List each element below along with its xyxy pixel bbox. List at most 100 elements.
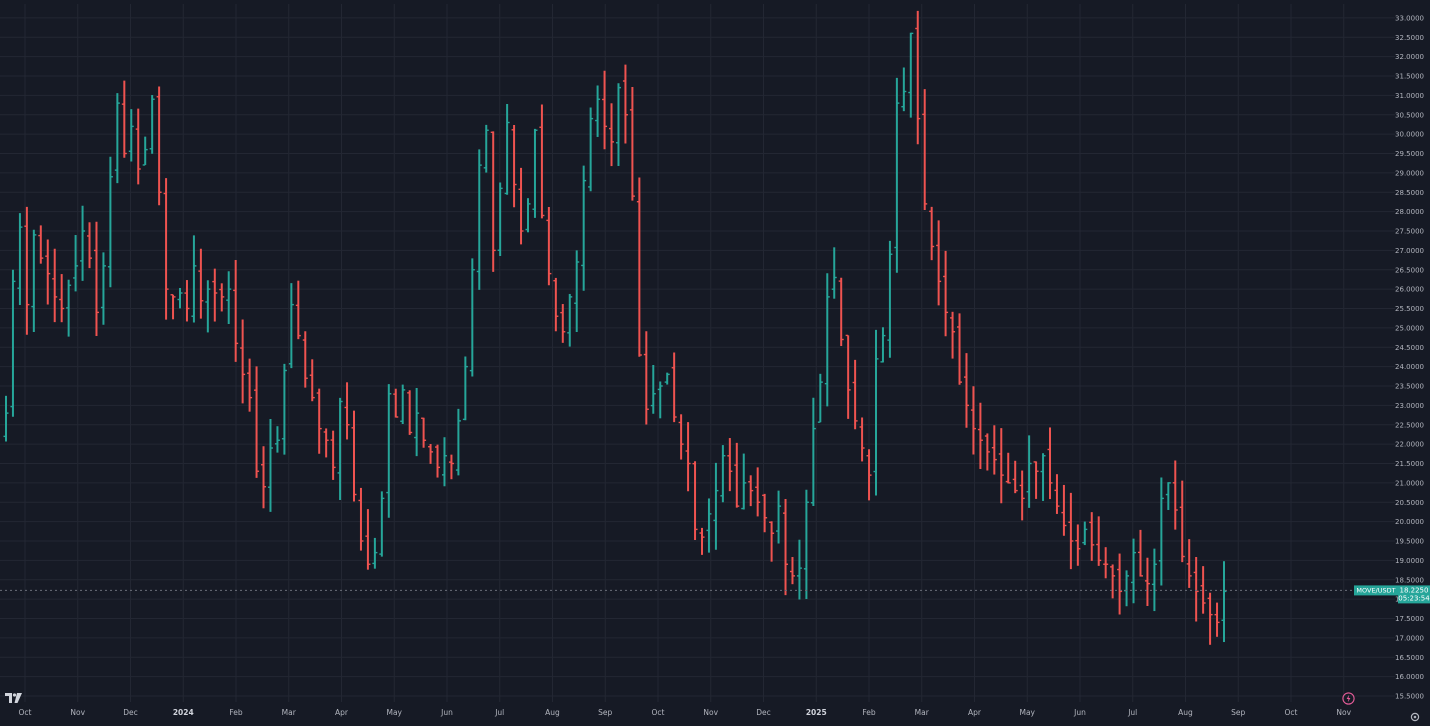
ohlc-bar <box>17 213 23 305</box>
ohlc-bar <box>107 156 113 288</box>
ohlc-bar <box>629 87 635 201</box>
ohlc-bar <box>755 467 761 517</box>
ohlc-bar <box>539 104 545 219</box>
gear-icon[interactable] <box>1410 707 1420 726</box>
price-axis[interactable]: 15.500016.000016.500017.000017.500018.00… <box>1395 14 1424 700</box>
ohlc-bar <box>38 225 44 264</box>
y-tick-label: 31.5000 <box>1395 73 1424 81</box>
ohlc-bar <box>66 279 72 337</box>
ohlc-bar <box>469 258 475 377</box>
x-tick-label: Nov <box>703 708 718 717</box>
y-tick-label: 16.0000 <box>1395 673 1424 681</box>
y-tick-label: 19.0000 <box>1395 557 1424 565</box>
ohlc-bar <box>128 109 134 162</box>
ohlc-bar <box>59 274 65 323</box>
y-tick-label: 29.0000 <box>1395 169 1424 177</box>
ohlc-bar <box>532 128 538 218</box>
ohlc-bar <box>602 70 608 150</box>
x-tick-label: Sep <box>598 708 612 717</box>
x-tick-label: Dec <box>123 708 138 717</box>
ohlc-bar <box>581 165 587 291</box>
y-tick-label: 20.0000 <box>1395 518 1424 526</box>
ohlc-bar <box>226 271 232 325</box>
ohlc-bar <box>1089 512 1095 561</box>
ohlc-bar <box>254 366 260 478</box>
countdown-label: 05:23:54 <box>1398 595 1430 603</box>
ohlc-bar <box>1068 492 1074 570</box>
tradingview-logo[interactable] <box>5 688 23 707</box>
ohlc-bar <box>664 372 670 385</box>
ohlc-bar <box>622 64 628 144</box>
ohlc-bar <box>678 414 684 460</box>
y-tick-label: 31.0000 <box>1395 92 1424 100</box>
ohlc-bar <box>998 428 1004 504</box>
ohlc-bar <box>365 509 371 570</box>
symbol-tag-bg <box>1354 585 1398 596</box>
y-tick-label: 25.0000 <box>1395 324 1424 332</box>
symbol-tag-label: MOVE/USDT <box>1356 587 1395 595</box>
x-tick-label: Sep <box>1231 708 1245 717</box>
x-tick-label: May <box>386 708 402 717</box>
bolt-icon[interactable] <box>1342 690 1355 709</box>
ohlc-bar <box>219 283 225 312</box>
x-tick-label: Mar <box>915 708 930 717</box>
ohlc-bar <box>796 539 802 600</box>
ohlc-bar <box>1165 482 1171 510</box>
y-tick-label: 29.5000 <box>1395 150 1424 158</box>
ohlc-bar <box>156 86 162 206</box>
ohlc-bar <box>803 489 809 599</box>
y-tick-label: 22.0000 <box>1395 441 1424 449</box>
x-tick-label: Feb <box>862 708 876 717</box>
ohlc-bar <box>87 222 93 269</box>
x-tick-label: Mar <box>282 708 297 717</box>
ohlc-bar <box>323 428 329 458</box>
ohlc-bar <box>810 397 816 507</box>
ohlc-bar <box>838 277 844 346</box>
y-tick-label: 30.5000 <box>1395 111 1424 119</box>
ohlc-bar <box>121 80 127 158</box>
ohlc-bar <box>720 445 726 503</box>
ohlc-bar <box>428 443 434 464</box>
ohlc-bar <box>685 422 691 492</box>
ohlc-bar <box>783 498 789 596</box>
time-axis[interactable]: Oct Nov Dec 2024 Feb Mar Apr May Jun Jul Aug Sep Oct… <box>19 708 1352 717</box>
ohlc-bar <box>462 356 468 421</box>
ohlc-bar <box>699 527 705 555</box>
ohlc-bar <box>553 277 559 332</box>
ohlc-bar <box>407 390 413 435</box>
ohlc-bar <box>198 248 204 319</box>
x-tick-label: Jul <box>494 708 504 717</box>
ohlc-bar <box>560 304 566 343</box>
ohlc-bar <box>448 454 454 480</box>
y-tick-label: 20.5000 <box>1395 499 1424 507</box>
x-tick-label: Apr <box>968 708 982 717</box>
ohlc-bar <box>191 235 197 323</box>
ohlc-bar <box>212 268 218 322</box>
ohlc-bar <box>1026 435 1032 508</box>
ohlc-bar <box>414 387 420 457</box>
ohlc-bar <box>950 311 956 359</box>
ohlc-bar <box>908 32 914 118</box>
x-tick-label: Jul <box>1127 708 1137 717</box>
y-tick-label: 28.5000 <box>1395 189 1424 197</box>
ohlc-bar <box>1207 592 1213 645</box>
ohlc-bar <box>922 89 928 210</box>
ohlc-bar <box>337 397 343 500</box>
ohlc-bar <box>915 10 921 145</box>
ohlc-bar <box>1019 470 1025 521</box>
ohlc-bar <box>421 417 427 448</box>
ohlc-bar <box>1082 521 1088 546</box>
ohlc-bar <box>615 83 621 167</box>
ohlc-bar <box>970 386 976 455</box>
y-tick-label: 18.5000 <box>1395 576 1424 584</box>
x-tick-label: Oct <box>652 708 665 717</box>
ohlc-bar <box>358 487 364 551</box>
y-tick-label: 23.5000 <box>1395 383 1424 391</box>
y-tick-label: 16.5000 <box>1395 654 1424 662</box>
y-tick-label: 33.0000 <box>1395 14 1424 22</box>
ohlc-bar <box>1158 477 1164 586</box>
ohlc-bar <box>789 557 795 585</box>
ohlc-bar <box>295 280 301 340</box>
ohlc-bar <box>859 417 865 462</box>
